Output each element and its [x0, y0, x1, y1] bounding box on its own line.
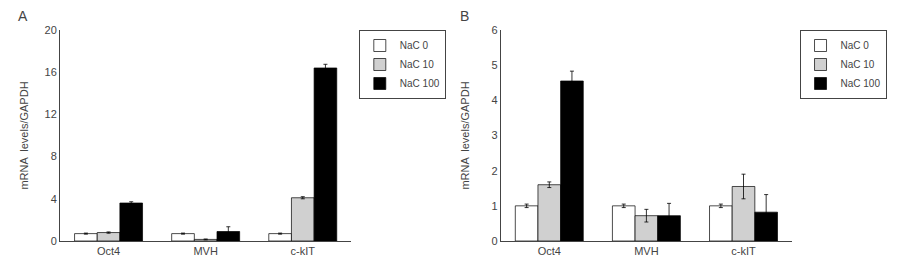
svg-text:20: 20	[45, 24, 57, 36]
svg-text:0: 0	[491, 235, 497, 247]
svg-text:c-kIT: c-kIT	[291, 245, 316, 257]
svg-text:3: 3	[491, 129, 497, 141]
svg-text:6: 6	[491, 24, 497, 36]
svg-text:12: 12	[45, 108, 57, 120]
svg-text:A: A	[18, 8, 28, 24]
svg-text:mRNA levels/GAPDH: mRNA levels/GAPDH	[18, 81, 30, 189]
svg-text:5: 5	[491, 59, 497, 71]
svg-text:MVH: MVH	[193, 245, 218, 257]
svg-text:c-kIT: c-kIT	[731, 245, 756, 257]
svg-text:1: 1	[491, 200, 497, 212]
svg-text:NaC 100: NaC 100	[841, 78, 881, 89]
svg-text:NaC 10: NaC 10	[841, 59, 875, 70]
svg-text:B: B	[460, 8, 469, 24]
svg-text:8: 8	[51, 150, 57, 162]
svg-text:MVH: MVH	[634, 245, 659, 257]
svg-text:mRNA levels/GAPDH: mRNA levels/GAPDH	[459, 81, 471, 189]
svg-text:4: 4	[491, 94, 497, 106]
svg-text:NaC 0: NaC 0	[400, 40, 429, 51]
svg-text:0: 0	[51, 235, 57, 247]
svg-text:NaC 100: NaC 100	[400, 78, 440, 89]
svg-text:NaC 10: NaC 10	[400, 59, 434, 70]
svg-text:16: 16	[45, 66, 57, 78]
svg-text:Oct4: Oct4	[97, 245, 120, 257]
svg-text:Oct4: Oct4	[538, 245, 561, 257]
svg-text:NaC 0: NaC 0	[841, 40, 870, 51]
svg-text:4: 4	[51, 193, 57, 205]
svg-text:2: 2	[491, 165, 497, 177]
